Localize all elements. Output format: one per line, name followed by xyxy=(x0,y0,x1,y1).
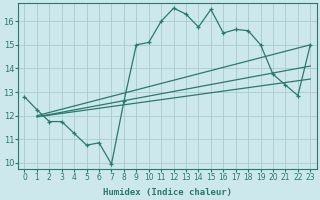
X-axis label: Humidex (Indice chaleur): Humidex (Indice chaleur) xyxy=(103,188,232,197)
